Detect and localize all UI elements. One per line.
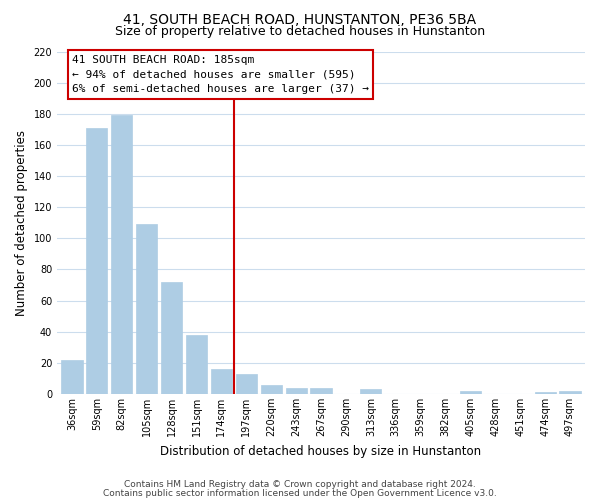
Bar xyxy=(211,369,232,394)
Bar xyxy=(559,391,581,394)
Bar xyxy=(260,384,282,394)
Bar xyxy=(136,224,157,394)
Bar xyxy=(61,360,83,394)
Bar xyxy=(186,335,207,394)
Text: Contains public sector information licensed under the Open Government Licence v3: Contains public sector information licen… xyxy=(103,488,497,498)
Y-axis label: Number of detached properties: Number of detached properties xyxy=(15,130,28,316)
Bar xyxy=(535,392,556,394)
Bar xyxy=(286,388,307,394)
Bar xyxy=(236,374,257,394)
Text: Size of property relative to detached houses in Hunstanton: Size of property relative to detached ho… xyxy=(115,25,485,38)
Bar xyxy=(310,388,332,394)
Bar xyxy=(86,128,107,394)
Bar xyxy=(460,391,481,394)
Bar xyxy=(161,282,182,394)
Text: 41, SOUTH BEACH ROAD, HUNSTANTON, PE36 5BA: 41, SOUTH BEACH ROAD, HUNSTANTON, PE36 5… xyxy=(124,12,476,26)
Text: 41 SOUTH BEACH ROAD: 185sqm
← 94% of detached houses are smaller (595)
6% of sem: 41 SOUTH BEACH ROAD: 185sqm ← 94% of det… xyxy=(72,54,369,94)
X-axis label: Distribution of detached houses by size in Hunstanton: Distribution of detached houses by size … xyxy=(160,444,482,458)
Text: Contains HM Land Registry data © Crown copyright and database right 2024.: Contains HM Land Registry data © Crown c… xyxy=(124,480,476,489)
Bar xyxy=(360,390,382,394)
Bar xyxy=(111,116,133,394)
